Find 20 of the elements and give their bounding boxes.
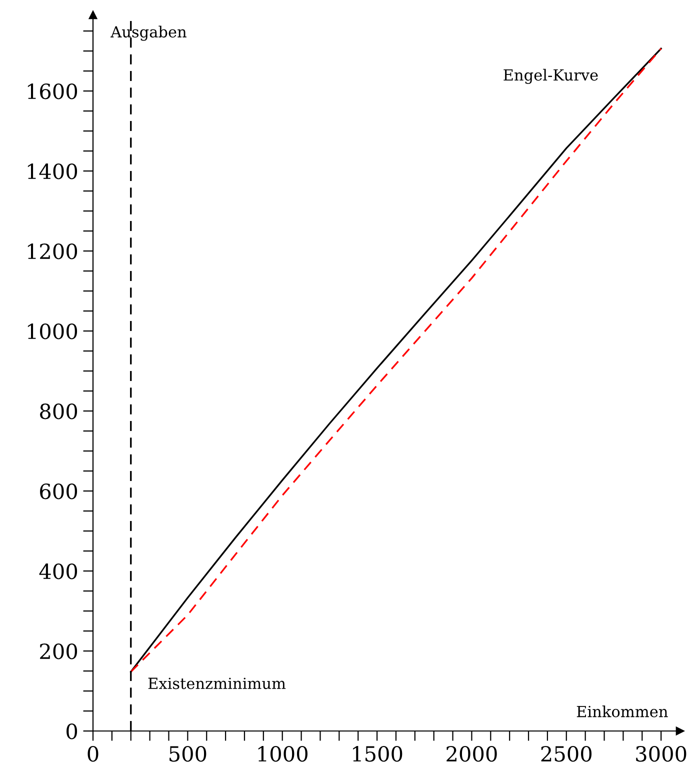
y-tick-label: 800 xyxy=(40,403,78,420)
x-tick-label: 3000 xyxy=(636,746,686,762)
y-tick-label: 1600 xyxy=(28,83,78,100)
ref-line-label: Existenzminimum xyxy=(148,678,286,690)
y-tick-label: 1000 xyxy=(28,323,78,340)
y-tick-label: 1200 xyxy=(28,243,78,260)
x-axis-title: Einkommen xyxy=(576,705,668,718)
x-tick-label: 0 xyxy=(88,746,98,762)
x-tick-label: 1500 xyxy=(353,746,402,762)
y-tick-label: 0 xyxy=(66,723,78,740)
x-tick-label: 2500 xyxy=(541,746,592,762)
x-tick-label: 2000 xyxy=(446,746,497,762)
x-tick-label: 1000 xyxy=(258,746,308,762)
series-label: Engel-Kurve xyxy=(504,68,598,84)
y-axis-title: Ausgaben xyxy=(110,26,186,41)
y-tick-label: 1400 xyxy=(28,163,78,180)
x-tick-label: 500 xyxy=(170,746,206,762)
y-tick-label: 600 xyxy=(40,483,78,500)
y-tick-label: 200 xyxy=(40,643,78,660)
y-tick-label: 400 xyxy=(39,563,78,580)
